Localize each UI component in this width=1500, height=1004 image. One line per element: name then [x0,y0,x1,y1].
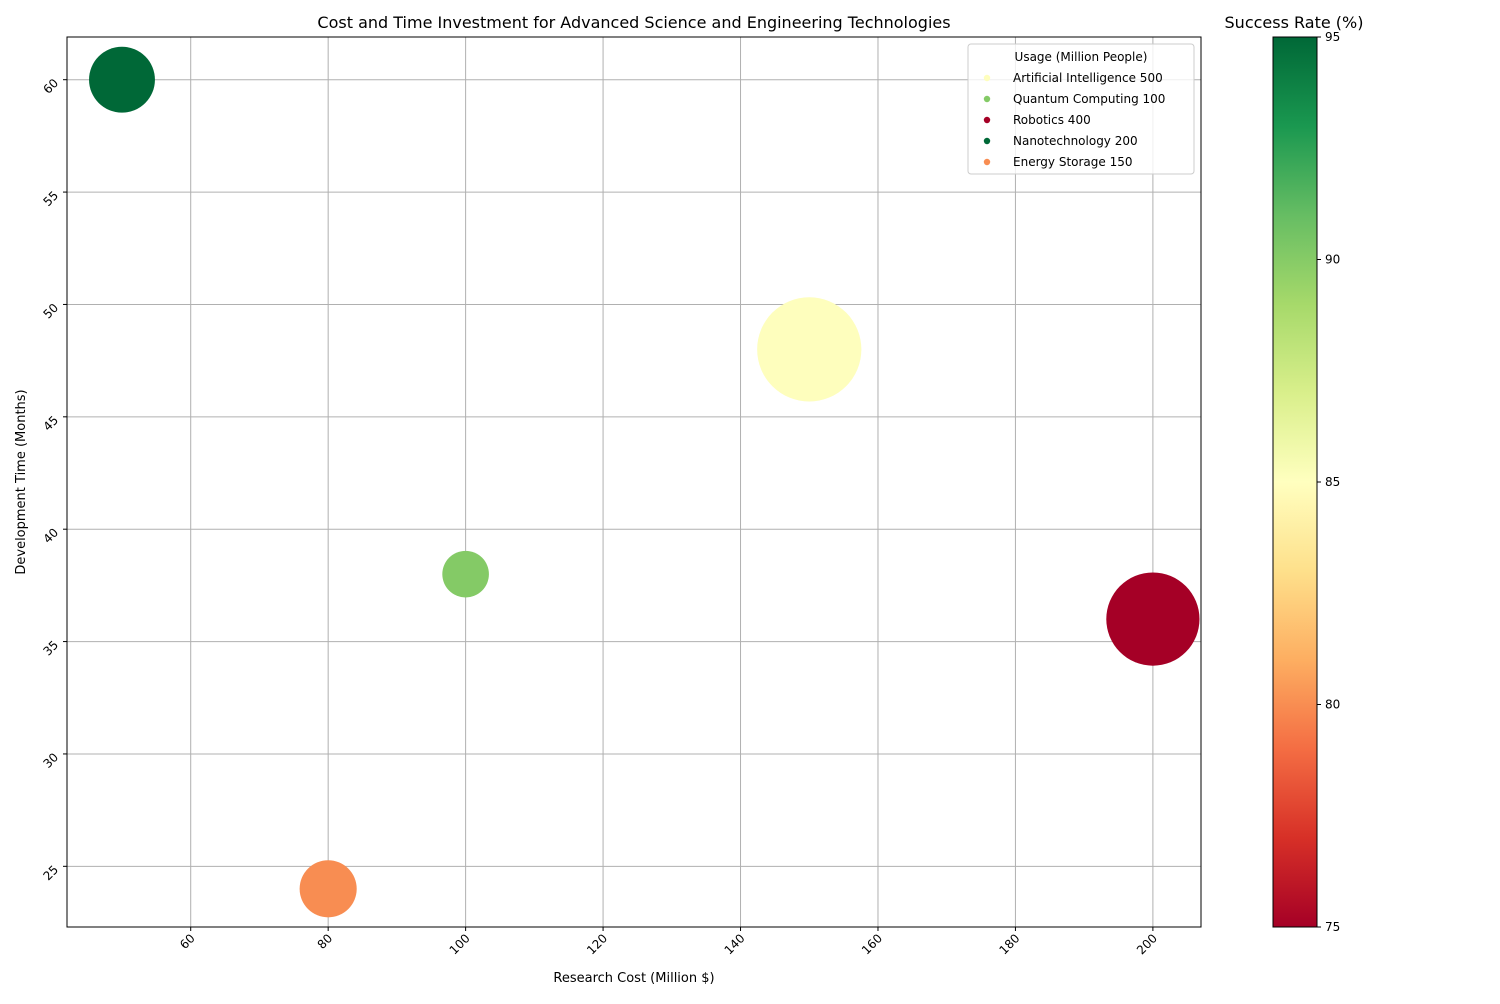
colorbar-tick-label: 90 [1325,253,1340,267]
y-tick-label: 50 [40,301,61,322]
plot-frame [66,36,1202,928]
y-tick-label: 40 [40,525,61,546]
legend-marker [983,74,991,82]
x-axis-label: Research Cost (Million $) [553,971,714,986]
y-axis-ticks: 25 30 35 40 45 50 55 60 [40,76,67,883]
legend-marker [983,137,991,145]
y-tick-label: 55 [40,188,61,209]
legend-label: Artificial Intelligence 500 [1013,71,1163,85]
colorbar-title: Success Rate (%) [1225,13,1364,32]
x-tick-label: 120 [584,931,610,957]
legend: Usage (Million People) Artificial Intelli… [967,43,1195,175]
grid [67,37,1201,927]
y-tick-label: 25 [40,863,61,884]
bubble-point [299,860,357,918]
bubble-point [757,297,862,402]
x-tick-label: 200 [1134,931,1160,957]
x-tick-label: 60 [177,931,198,952]
legend-marker [983,158,991,166]
x-tick-label: 140 [722,931,748,957]
colorbar-tick-label: 80 [1325,698,1340,712]
colorbar-tick-label: 75 [1325,920,1340,934]
legend-label: Quantum Computing 100 [1013,92,1165,106]
legend-label: Nanotechnology 200 [1013,134,1138,148]
x-tick-label: 100 [447,931,473,957]
y-tick-label: 60 [40,76,61,97]
x-tick-label: 180 [996,931,1022,957]
bubble-point [89,46,155,113]
y-tick-label: 35 [40,638,61,659]
colorbar-tick-label: 85 [1325,475,1340,489]
legend-label: Robotics 400 [1013,113,1091,127]
legend-marker [983,95,991,103]
y-axis-label: Development Time (Months) [14,389,29,574]
legend-marker [983,116,991,124]
colorbar-gradient [1272,36,1318,928]
bubble-point [442,550,489,598]
bubble-point [1106,572,1200,666]
x-tick-label: 160 [859,931,885,957]
legend-title: Usage (Million People) [1015,50,1148,64]
bubbles [89,46,1200,918]
y-tick-label: 30 [40,750,61,771]
x-axis-ticks: 60 80 100 120 140 160 180 200 [177,927,1160,957]
legend-box [967,43,1195,175]
y-tick-label: 45 [40,413,61,434]
chart-title: Cost and Time Investment for Advanced Sc… [317,13,950,32]
legend-label: Energy Storage 150 [1013,155,1133,169]
x-tick-label: 80 [315,931,336,952]
colorbar-tick-label: 95 [1325,30,1340,44]
colorbar: 75 80 85 90 95 [1272,30,1340,934]
